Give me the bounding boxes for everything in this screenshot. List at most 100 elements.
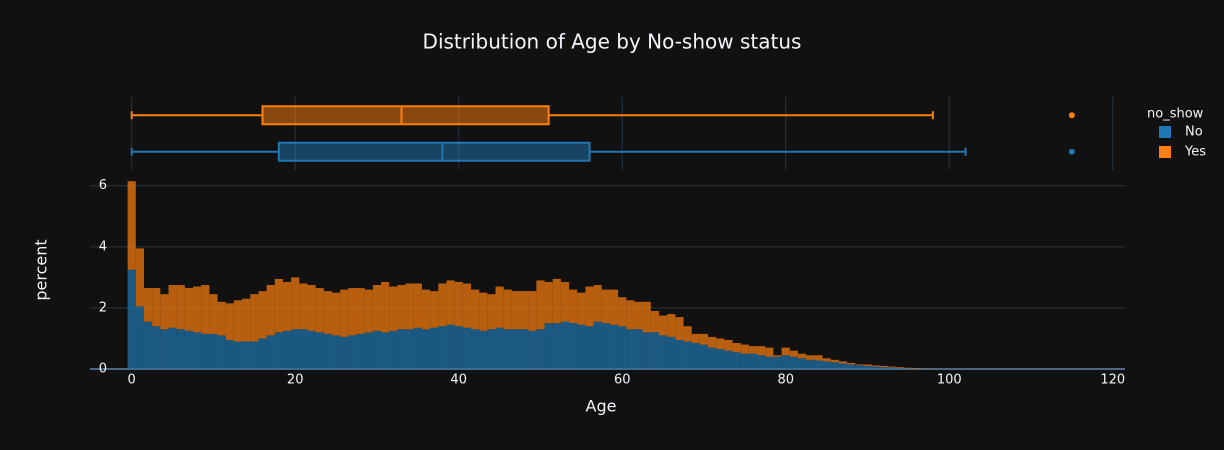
bar [135,306,144,369]
bar [822,361,831,369]
bar [397,329,406,369]
bar [797,353,807,359]
bar [814,360,823,369]
bar [413,283,422,328]
bar [560,281,570,322]
bar [282,281,292,331]
bar [642,332,651,369]
bar [479,330,488,369]
bar [896,367,905,369]
bar [740,344,749,354]
bar [184,288,194,331]
bar [732,343,741,353]
x-tick-label: 120 [1100,373,1125,388]
bar [233,300,243,342]
bar [315,332,324,369]
bar [209,294,218,334]
bar [430,291,439,328]
bar [364,332,373,369]
bar [430,327,439,369]
bar [225,339,234,369]
bar [634,329,643,369]
bar [781,347,790,356]
bar [838,361,848,364]
bar [863,364,872,366]
legend-label[interactable]: Yes [1184,145,1206,160]
bar [250,341,259,369]
bar [569,289,578,324]
bar [887,367,897,369]
bar [307,285,316,331]
bar [168,327,177,369]
bar [217,301,226,336]
bar [299,329,308,369]
bar [356,288,365,334]
bar [487,294,496,330]
bar [135,248,144,307]
bar [274,278,283,333]
x-tick-label: 20 [287,373,304,388]
bar [405,329,414,369]
y-tick-label: 2 [99,300,107,315]
bar [454,326,463,369]
bar [544,281,553,324]
bar [552,323,561,369]
bar [193,332,202,369]
bar [691,333,700,344]
bar [708,336,717,348]
bar [217,335,226,369]
bar [814,355,823,361]
bar [528,291,537,331]
bar [724,339,733,351]
bar [855,364,864,366]
bar [708,347,717,369]
bar [667,336,676,369]
bar [667,314,676,337]
bar [863,365,872,369]
box [261,105,550,126]
bar [242,341,251,369]
bar [470,329,480,369]
bar [389,286,398,331]
bar [789,356,798,369]
bar [732,352,741,369]
legend-swatch[interactable] [1159,126,1171,138]
x-axis-title: Age [586,397,617,416]
outlier [1068,148,1075,155]
bar [503,329,512,369]
bar [225,303,234,340]
bar [160,294,169,330]
bar [168,285,177,328]
bar [896,368,905,369]
bar [413,327,422,369]
bar [127,181,136,270]
bar [765,347,774,357]
legend-swatch[interactable] [1159,146,1171,158]
bar [601,323,610,369]
y-tick-label: 0 [99,362,107,377]
bar [405,283,414,330]
bar [331,335,341,369]
bar [560,321,570,369]
bar [724,350,733,369]
bar [748,346,758,354]
x-tick-label: 0 [128,373,136,388]
bar [487,329,496,369]
bar [143,288,153,322]
bar [479,292,488,331]
bar [879,365,888,368]
x-tick-label: 80 [777,373,794,388]
bar [659,315,668,336]
bar [511,291,521,330]
legend-label[interactable]: No [1185,125,1203,140]
bar [552,278,561,324]
bar [797,358,807,369]
bar [446,324,455,369]
bar [757,355,766,369]
bar [585,286,594,327]
bar [291,277,300,330]
y-axis-title: percent [32,239,51,300]
bar [871,366,880,369]
bar [887,366,897,368]
